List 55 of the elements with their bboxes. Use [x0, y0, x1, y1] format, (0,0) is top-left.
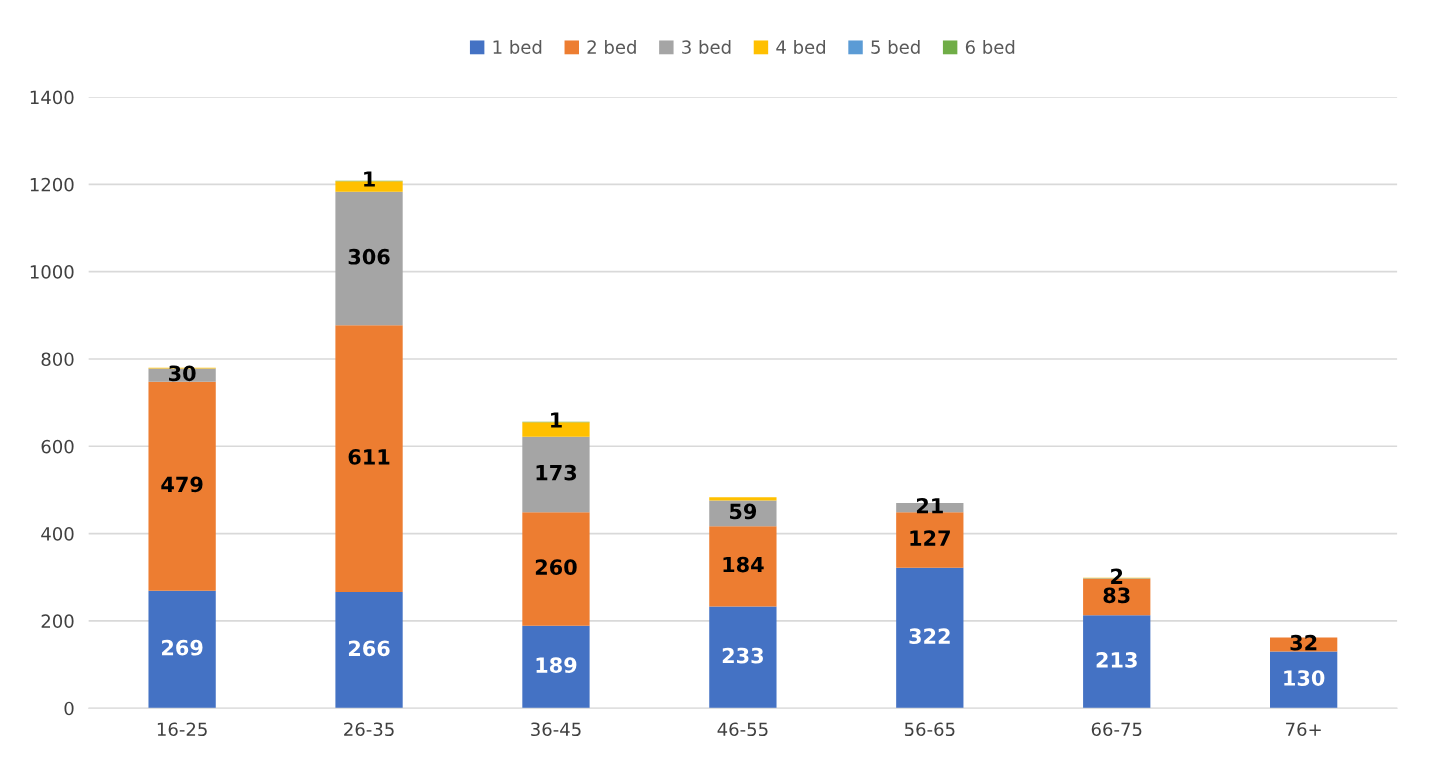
data-label: 233 — [722, 647, 763, 664]
data-label: 611 — [348, 449, 390, 465]
data-label: 479 — [161, 476, 203, 493]
data-label: 189 — [536, 657, 577, 674]
data-label: 173 — [536, 464, 577, 481]
legend-label: 1 bed — [493, 39, 542, 54]
bar — [335, 592, 403, 709]
bar — [522, 512, 590, 626]
bar — [896, 512, 964, 568]
bar — [148, 381, 216, 591]
bar — [709, 526, 777, 607]
data-label: 266 — [348, 640, 390, 657]
bar — [896, 567, 964, 709]
bar — [335, 191, 403, 326]
bar — [335, 325, 403, 593]
data-label: 59 — [730, 503, 757, 520]
x-tick-label: 26-35 — [344, 722, 394, 737]
x-tick-label: 46-55 — [717, 722, 768, 737]
y-tick-label: 800 — [41, 352, 74, 367]
legend-label: 6 bed — [965, 39, 1015, 54]
y-tick-label: 400 — [41, 527, 74, 541]
data-label: 130 — [1284, 670, 1325, 686]
data-label: 21 — [916, 497, 943, 514]
y-tick-label: 1000 — [30, 265, 74, 279]
legend-label: 3 bed — [682, 39, 731, 54]
x-tick-label: 76+ — [1286, 722, 1321, 737]
y-tick-label: 1200 — [30, 177, 74, 192]
legend-label: 2 bed — [587, 39, 636, 54]
data-label: 184 — [723, 556, 764, 573]
legend-label: 4 bed — [776, 39, 825, 54]
data-label: 260 — [535, 559, 577, 576]
data-label: 269 — [162, 639, 203, 656]
x-tick-label: 66-75 — [1091, 722, 1142, 737]
y-tick-label: 1400 — [30, 90, 74, 105]
data-label: 322 — [909, 628, 950, 644]
y-tick-label: 600 — [41, 439, 74, 454]
x-tick-label: 36-45 — [531, 722, 581, 737]
legend-label: 5 bed — [871, 39, 920, 54]
data-label: 32 — [1290, 634, 1317, 651]
bar — [709, 606, 777, 709]
y-tick-label: 0 — [64, 701, 74, 716]
bar — [522, 436, 590, 513]
y-tick-label: 200 — [41, 614, 74, 629]
bar — [709, 497, 777, 501]
x-tick-label: 56-65 — [904, 722, 955, 737]
bar — [148, 590, 216, 709]
bar — [522, 625, 590, 709]
data-label: 306 — [348, 248, 390, 265]
bar — [1083, 615, 1151, 709]
data-label: 30 — [169, 365, 196, 382]
bar — [1270, 651, 1338, 709]
data-label: 127 — [910, 530, 950, 546]
x-tick-label: 16-25 — [157, 722, 207, 737]
data-label: 213 — [1096, 652, 1137, 668]
data-label: 83 — [1103, 587, 1130, 604]
